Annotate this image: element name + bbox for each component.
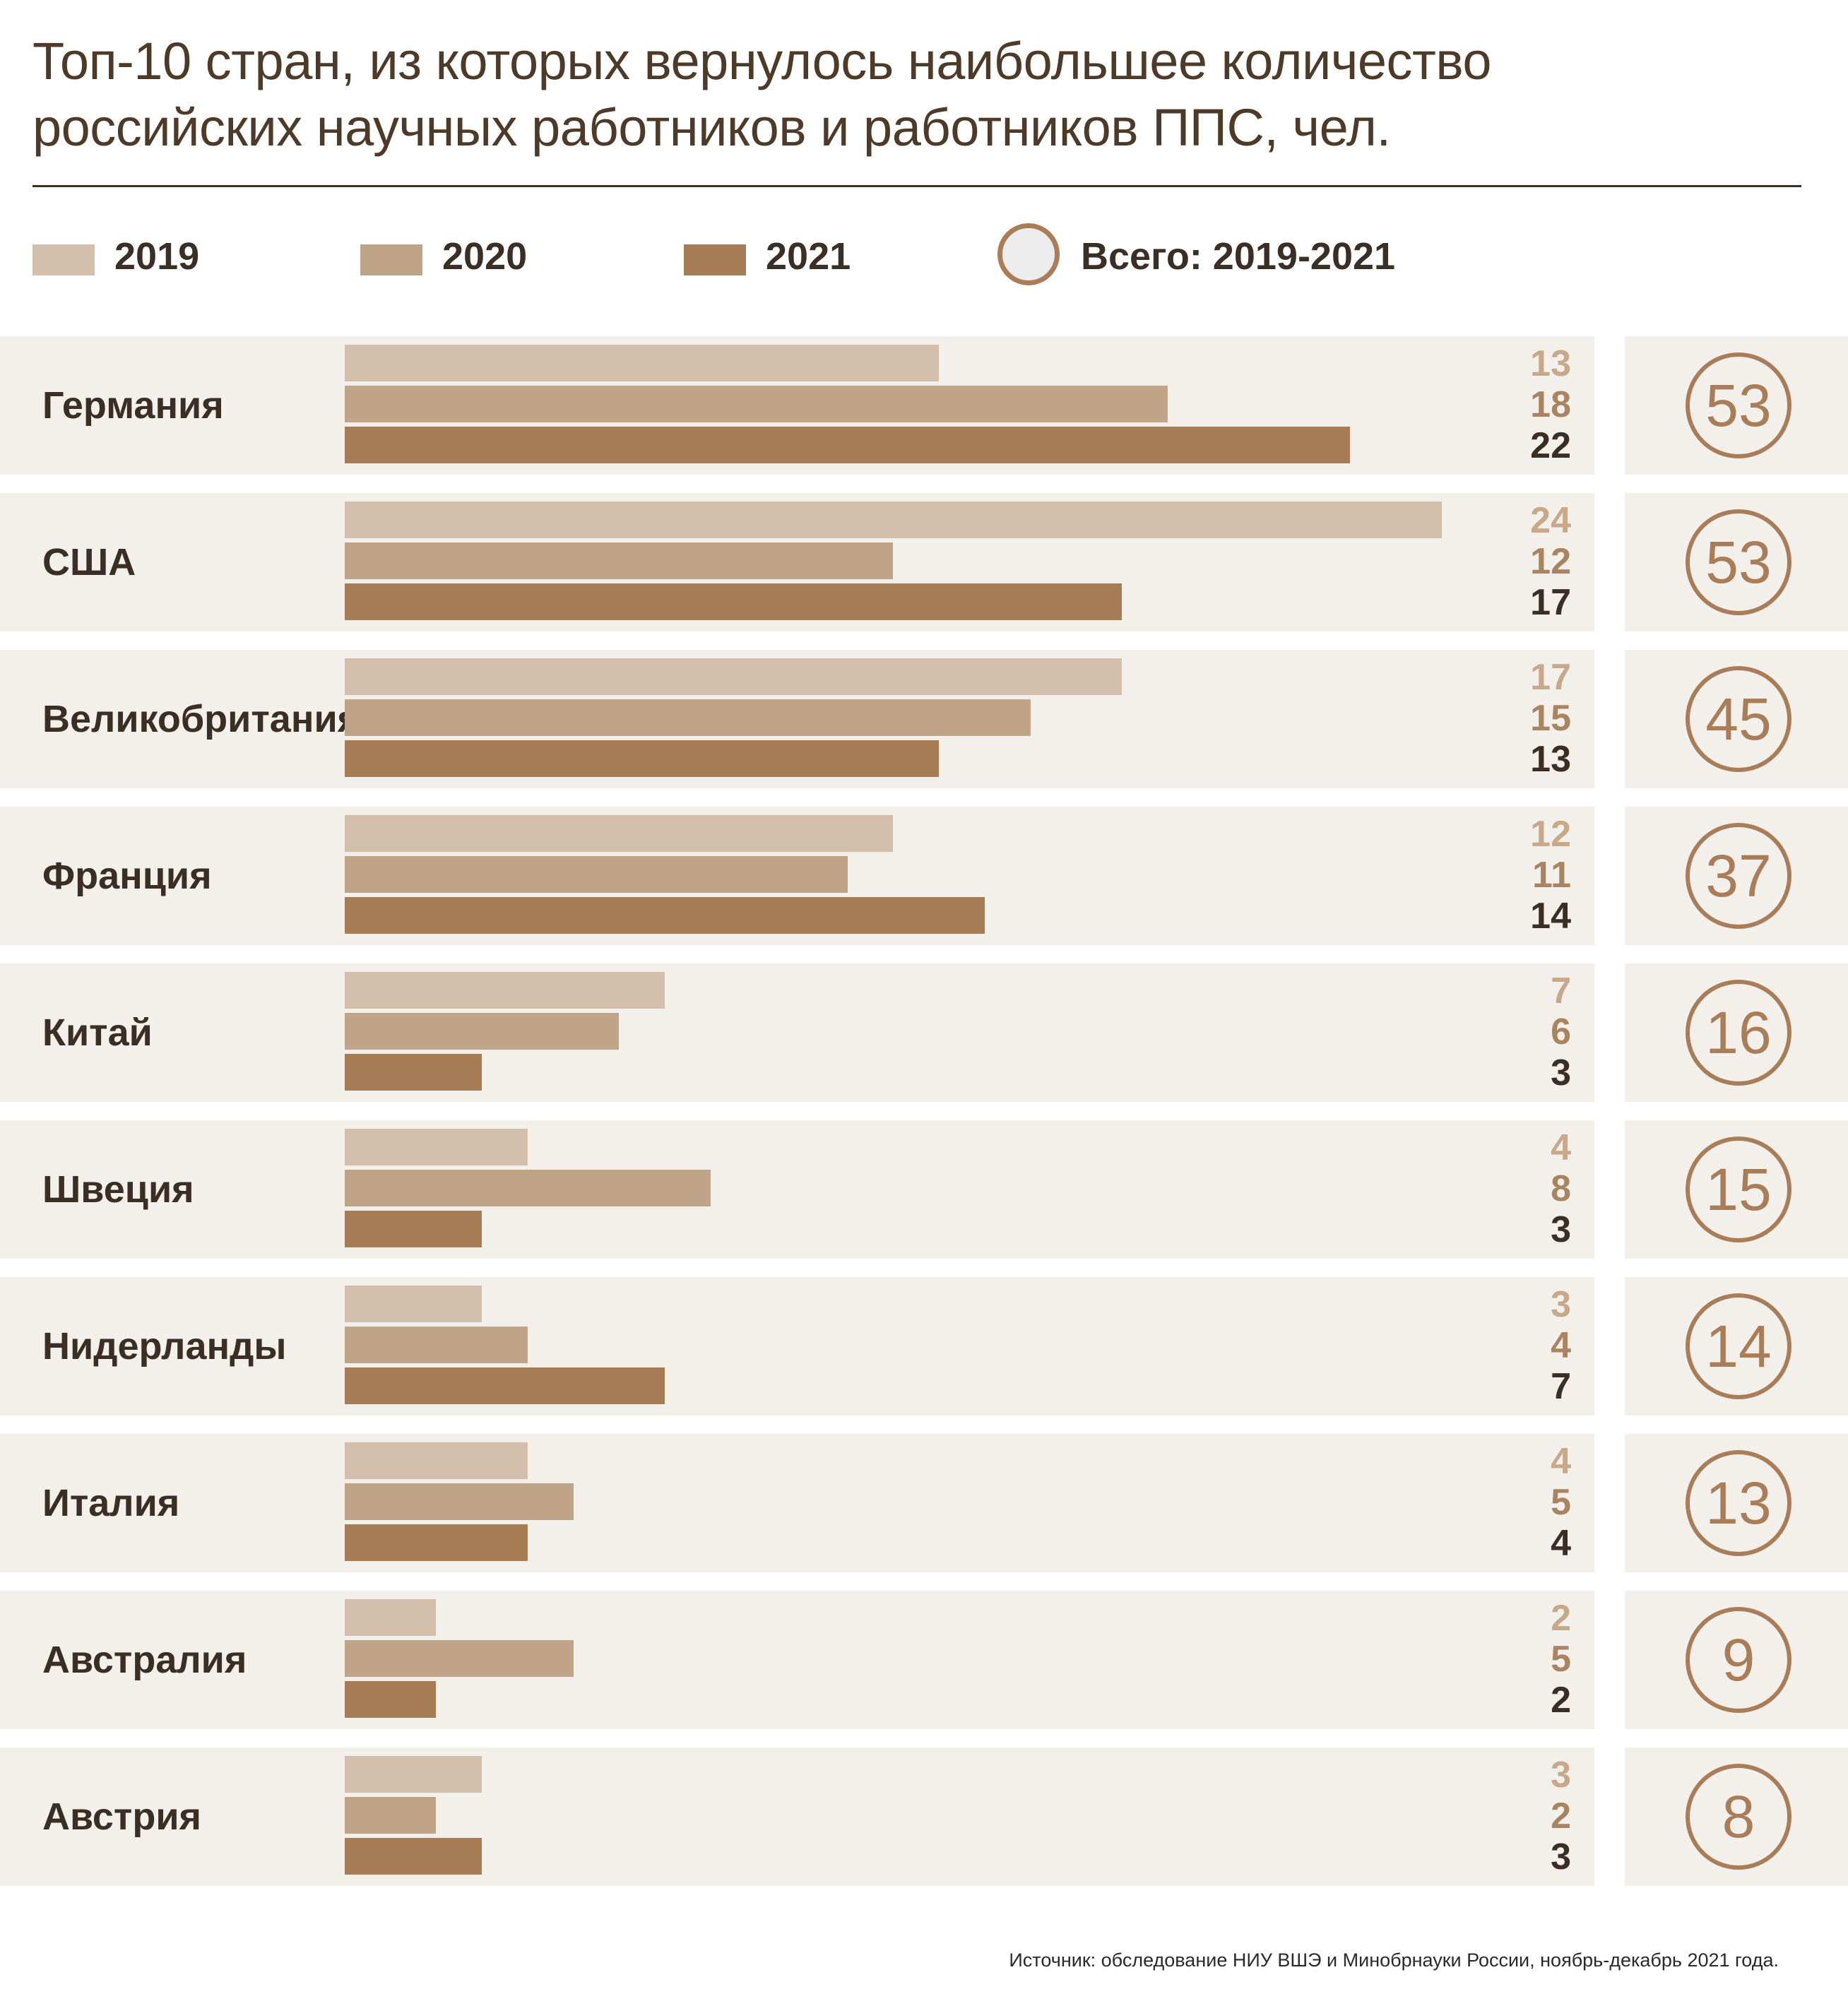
bar-2019 — [345, 345, 939, 381]
chart-title-line-2: российских научных работников и работник… — [32, 98, 1391, 157]
bar-2020 — [345, 1640, 574, 1677]
legend-label-total: Всего: 2019-2021 — [1081, 235, 1396, 278]
bar-2019 — [345, 1442, 528, 1479]
legend-label-2020: 2020 — [442, 235, 528, 278]
legend-swatch-2019 — [32, 244, 95, 275]
value-label-2020: 12 — [1530, 541, 1571, 582]
bar-2021 — [345, 1367, 665, 1404]
row-background — [0, 1277, 1594, 1416]
bar-2019 — [345, 658, 1122, 695]
bar-2019 — [345, 972, 665, 1009]
bar-2019 — [345, 1129, 528, 1165]
country-label: Италия — [42, 1482, 180, 1524]
legend-swatch-2020 — [360, 244, 422, 275]
value-label-2021: 3 — [1551, 1836, 1571, 1877]
bar-2021 — [345, 1681, 436, 1718]
row-background — [0, 1747, 1594, 1886]
bar-2021 — [345, 427, 1350, 463]
bar-2019 — [345, 1756, 482, 1793]
bar-2019 — [345, 1286, 482, 1322]
total-circle: 9 — [1686, 1607, 1791, 1713]
value-label-2019: 3 — [1551, 1284, 1571, 1325]
value-label-2019: 4 — [1551, 1127, 1571, 1168]
country-label: Австрия — [42, 1796, 202, 1838]
value-label-2020: 2 — [1551, 1796, 1571, 1836]
legend-total-circle-icon — [997, 223, 1060, 285]
row-background — [0, 1591, 1594, 1729]
total-circle: 16 — [1686, 980, 1791, 1086]
bar-2021 — [345, 740, 939, 777]
row-background — [0, 1434, 1594, 1572]
bar-2019 — [345, 815, 893, 852]
bar-2020 — [345, 1483, 574, 1520]
value-label-2021: 2 — [1551, 1680, 1571, 1721]
bar-2021 — [345, 1838, 482, 1875]
bar-2019 — [345, 502, 1442, 538]
value-label-2019: 12 — [1530, 814, 1571, 855]
value-label-2021: 13 — [1530, 739, 1571, 780]
bar-2021 — [345, 1054, 482, 1091]
value-label-2021: 3 — [1551, 1209, 1571, 1250]
country-label: США — [42, 541, 136, 583]
bar-2021 — [345, 1211, 482, 1247]
value-label-2019: 24 — [1530, 500, 1571, 541]
country-label: Франция — [42, 855, 212, 897]
bar-2020 — [345, 1327, 528, 1363]
value-label-2019: 7 — [1551, 971, 1571, 1011]
chart-title-line-1: Топ-10 стран, из которых вернулось наибо… — [32, 32, 1492, 90]
total-circle: 45 — [1686, 666, 1791, 772]
bar-2021 — [345, 897, 985, 934]
value-label-2019: 3 — [1551, 1755, 1571, 1796]
legend-swatch-2021 — [684, 244, 746, 275]
total-circle: 14 — [1686, 1293, 1791, 1399]
legend-label-2021: 2021 — [766, 235, 851, 278]
bar-2021 — [345, 1524, 528, 1561]
value-label-2020: 4 — [1551, 1325, 1571, 1366]
country-label: Швеция — [42, 1168, 194, 1211]
bar-2021 — [345, 583, 1122, 620]
bar-2020 — [345, 386, 1168, 422]
total-circle: 53 — [1686, 352, 1791, 458]
row-background — [0, 963, 1594, 1102]
bar-2020 — [345, 1013, 619, 1050]
value-label-2021: 4 — [1551, 1523, 1571, 1564]
source-note: Источник: обследование НИУ ВШЭ и Минобрн… — [1009, 1950, 1779, 1971]
value-label-2021: 17 — [1530, 582, 1571, 623]
bar-2020 — [345, 542, 893, 579]
legend-label-2019: 2019 — [114, 235, 200, 278]
country-label: Великобритания — [42, 698, 360, 740]
total-circle: 53 — [1686, 509, 1791, 615]
bar-2020 — [345, 856, 848, 893]
country-label: Нидерланды — [42, 1325, 287, 1367]
value-label-2020: 6 — [1551, 1011, 1571, 1052]
bar-2020 — [345, 1797, 436, 1834]
total-circle: 13 — [1686, 1450, 1791, 1556]
value-label-2020: 11 — [1532, 855, 1571, 896]
value-label-2021: 3 — [1551, 1052, 1571, 1093]
total-circle: 15 — [1686, 1137, 1791, 1242]
total-circle: 37 — [1686, 823, 1791, 929]
total-circle: 8 — [1686, 1764, 1791, 1870]
value-label-2021: 14 — [1530, 896, 1571, 937]
bar-2019 — [345, 1599, 436, 1636]
value-label-2020: 8 — [1551, 1168, 1571, 1209]
chart-title: Топ-10 стран, из которых вернулось наибо… — [32, 28, 1799, 161]
value-label-2021: 7 — [1551, 1366, 1571, 1407]
country-label: Китай — [42, 1011, 153, 1054]
value-label-2019: 13 — [1530, 343, 1571, 384]
bar-2020 — [345, 1170, 711, 1206]
value-label-2020: 5 — [1551, 1482, 1571, 1523]
value-label-2020: 5 — [1551, 1639, 1571, 1680]
value-label-2020: 15 — [1530, 698, 1571, 739]
country-label: Австралия — [42, 1639, 247, 1681]
title-divider — [32, 185, 1801, 187]
row-background — [0, 1120, 1594, 1259]
value-label-2019: 17 — [1530, 657, 1571, 698]
value-label-2019: 2 — [1551, 1598, 1571, 1639]
value-label-2020: 18 — [1530, 384, 1571, 425]
value-label-2019: 4 — [1551, 1441, 1571, 1482]
value-label-2021: 22 — [1530, 425, 1571, 466]
country-label: Германия — [42, 384, 224, 427]
bar-2020 — [345, 699, 1031, 736]
